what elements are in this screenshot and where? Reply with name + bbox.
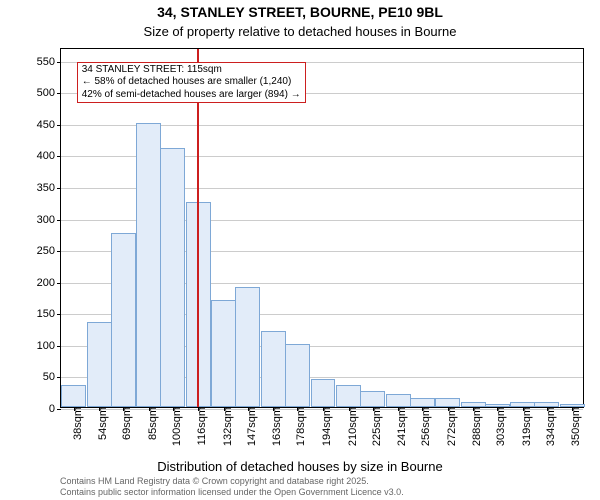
ytick-label: 300 bbox=[37, 214, 55, 226]
xtick-label: 334sqm bbox=[545, 407, 557, 446]
ytick-mark bbox=[57, 93, 61, 94]
xtick-label: 225sqm bbox=[371, 407, 383, 446]
histogram-bar bbox=[160, 148, 185, 407]
xtick-label: 210sqm bbox=[347, 407, 359, 446]
ytick-mark bbox=[57, 251, 61, 252]
ytick-mark bbox=[57, 314, 61, 315]
xtick-label: 69sqm bbox=[121, 407, 133, 440]
ytick-label: 500 bbox=[37, 87, 55, 99]
xtick-label: 303sqm bbox=[495, 407, 507, 446]
xtick-label: 178sqm bbox=[295, 407, 307, 446]
ytick-mark bbox=[57, 220, 61, 221]
ytick-label: 250 bbox=[37, 245, 55, 257]
chart-title: 34, STANLEY STREET, BOURNE, PE10 9BL bbox=[0, 4, 600, 20]
attribution-line: Contains public sector information licen… bbox=[60, 487, 404, 498]
histogram-bar bbox=[285, 344, 310, 407]
histogram-bar bbox=[87, 322, 112, 407]
histogram-bar bbox=[360, 391, 385, 407]
xtick-label: 116sqm bbox=[196, 407, 208, 445]
attribution: Contains HM Land Registry data © Crown c… bbox=[60, 476, 404, 498]
annotation-line: ← 58% of detached houses are smaller (1,… bbox=[82, 76, 301, 89]
chart-subtitle: Size of property relative to detached ho… bbox=[0, 24, 600, 39]
ytick-label: 200 bbox=[37, 277, 55, 289]
xtick-label: 256sqm bbox=[420, 407, 432, 446]
histogram-bar bbox=[136, 123, 161, 407]
ytick-mark bbox=[57, 283, 61, 284]
ytick-mark bbox=[57, 188, 61, 189]
xtick-label: 38sqm bbox=[72, 407, 84, 440]
histogram-bar bbox=[311, 379, 336, 407]
ytick-mark bbox=[57, 377, 61, 378]
xtick-label: 319sqm bbox=[521, 407, 533, 446]
histogram-bar bbox=[111, 233, 136, 407]
ytick-mark bbox=[57, 346, 61, 347]
ytick-label: 100 bbox=[37, 340, 55, 352]
xtick-label: 100sqm bbox=[171, 407, 183, 446]
histogram-bar bbox=[235, 287, 260, 407]
xtick-label: 350sqm bbox=[570, 407, 582, 446]
x-axis-label: Distribution of detached houses by size … bbox=[0, 459, 600, 474]
annotation-box: 34 STANLEY STREET: 115sqm← 58% of detach… bbox=[77, 62, 306, 104]
ytick-label: 50 bbox=[43, 371, 55, 383]
ytick-label: 450 bbox=[37, 119, 55, 131]
ytick-label: 350 bbox=[37, 182, 55, 194]
ytick-mark bbox=[57, 409, 61, 410]
annotation-line: 42% of semi-detached houses are larger (… bbox=[82, 89, 301, 102]
ytick-mark bbox=[57, 62, 61, 63]
attribution-line: Contains HM Land Registry data © Crown c… bbox=[60, 476, 404, 487]
xtick-label: 147sqm bbox=[246, 407, 258, 446]
histogram-bar bbox=[410, 398, 435, 407]
ytick-label: 0 bbox=[49, 403, 55, 415]
histogram-bar bbox=[61, 385, 86, 407]
xtick-label: 194sqm bbox=[321, 407, 333, 446]
ytick-label: 150 bbox=[37, 308, 55, 320]
ytick-mark bbox=[57, 156, 61, 157]
xtick-label: 272sqm bbox=[446, 407, 458, 446]
histogram-bar bbox=[261, 331, 286, 407]
ytick-label: 550 bbox=[37, 56, 55, 68]
ytick-mark bbox=[57, 125, 61, 126]
histogram-bar bbox=[435, 398, 460, 407]
xtick-label: 85sqm bbox=[147, 407, 159, 440]
chart-container: 34, STANLEY STREET, BOURNE, PE10 9BL Siz… bbox=[0, 0, 600, 500]
xtick-label: 132sqm bbox=[222, 407, 234, 446]
plot-area: 05010015020025030035040045050055038sqm54… bbox=[60, 48, 584, 408]
histogram-bar bbox=[211, 300, 236, 407]
xtick-label: 54sqm bbox=[97, 407, 109, 440]
xtick-label: 288sqm bbox=[471, 407, 483, 446]
histogram-bar bbox=[336, 385, 361, 407]
xtick-label: 163sqm bbox=[271, 407, 283, 446]
xtick-label: 241sqm bbox=[396, 407, 408, 446]
annotation-line: 34 STANLEY STREET: 115sqm bbox=[82, 64, 301, 77]
ytick-label: 400 bbox=[37, 150, 55, 162]
histogram-bar bbox=[386, 394, 411, 407]
